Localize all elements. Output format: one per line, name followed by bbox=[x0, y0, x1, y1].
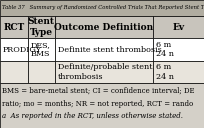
Text: DES,
BMS: DES, BMS bbox=[31, 41, 50, 58]
Text: Ev: Ev bbox=[172, 23, 185, 32]
Text: a  As reported in the RCT, unless otherwise stated.: a As reported in the RCT, unless otherwi… bbox=[2, 113, 183, 120]
Text: 6 m
24 n: 6 m 24 n bbox=[156, 41, 174, 58]
Text: Outcome Definition: Outcome Definition bbox=[54, 23, 154, 32]
Bar bbox=[28, 16, 55, 38]
Bar bbox=[153, 16, 204, 38]
Bar bbox=[0, 83, 204, 128]
Text: Stent
Type: Stent Type bbox=[28, 18, 55, 37]
Text: Definite/probable stent
thrombosis: Definite/probable stent thrombosis bbox=[58, 63, 153, 81]
Bar bbox=[28, 38, 55, 61]
Bar bbox=[55, 61, 153, 83]
Bar bbox=[0, 38, 28, 61]
Bar bbox=[0, 61, 28, 83]
Bar bbox=[0, 16, 28, 38]
Bar bbox=[153, 38, 204, 61]
Bar bbox=[28, 61, 55, 83]
Bar bbox=[55, 38, 153, 61]
Text: BMS = bare-metal stent; CI = confidence interval; DE: BMS = bare-metal stent; CI = confidence … bbox=[2, 87, 195, 95]
Bar bbox=[0, 0, 204, 16]
Bar bbox=[153, 61, 204, 83]
Bar bbox=[55, 16, 153, 38]
Text: Table 37   Summary of Randomized Controlled Trials That Reported Stent Thrombosi: Table 37 Summary of Randomized Controlle… bbox=[2, 6, 204, 10]
Text: PRODIGY: PRODIGY bbox=[3, 46, 42, 54]
Text: ratio; mo = months; NR = not reported, RCT = rando: ratio; mo = months; NR = not reported, R… bbox=[2, 100, 193, 108]
Text: Definite stent thrombosis: Definite stent thrombosis bbox=[58, 46, 162, 54]
Text: RCT: RCT bbox=[3, 23, 24, 32]
Text: 6 m
24 n: 6 m 24 n bbox=[156, 63, 174, 81]
